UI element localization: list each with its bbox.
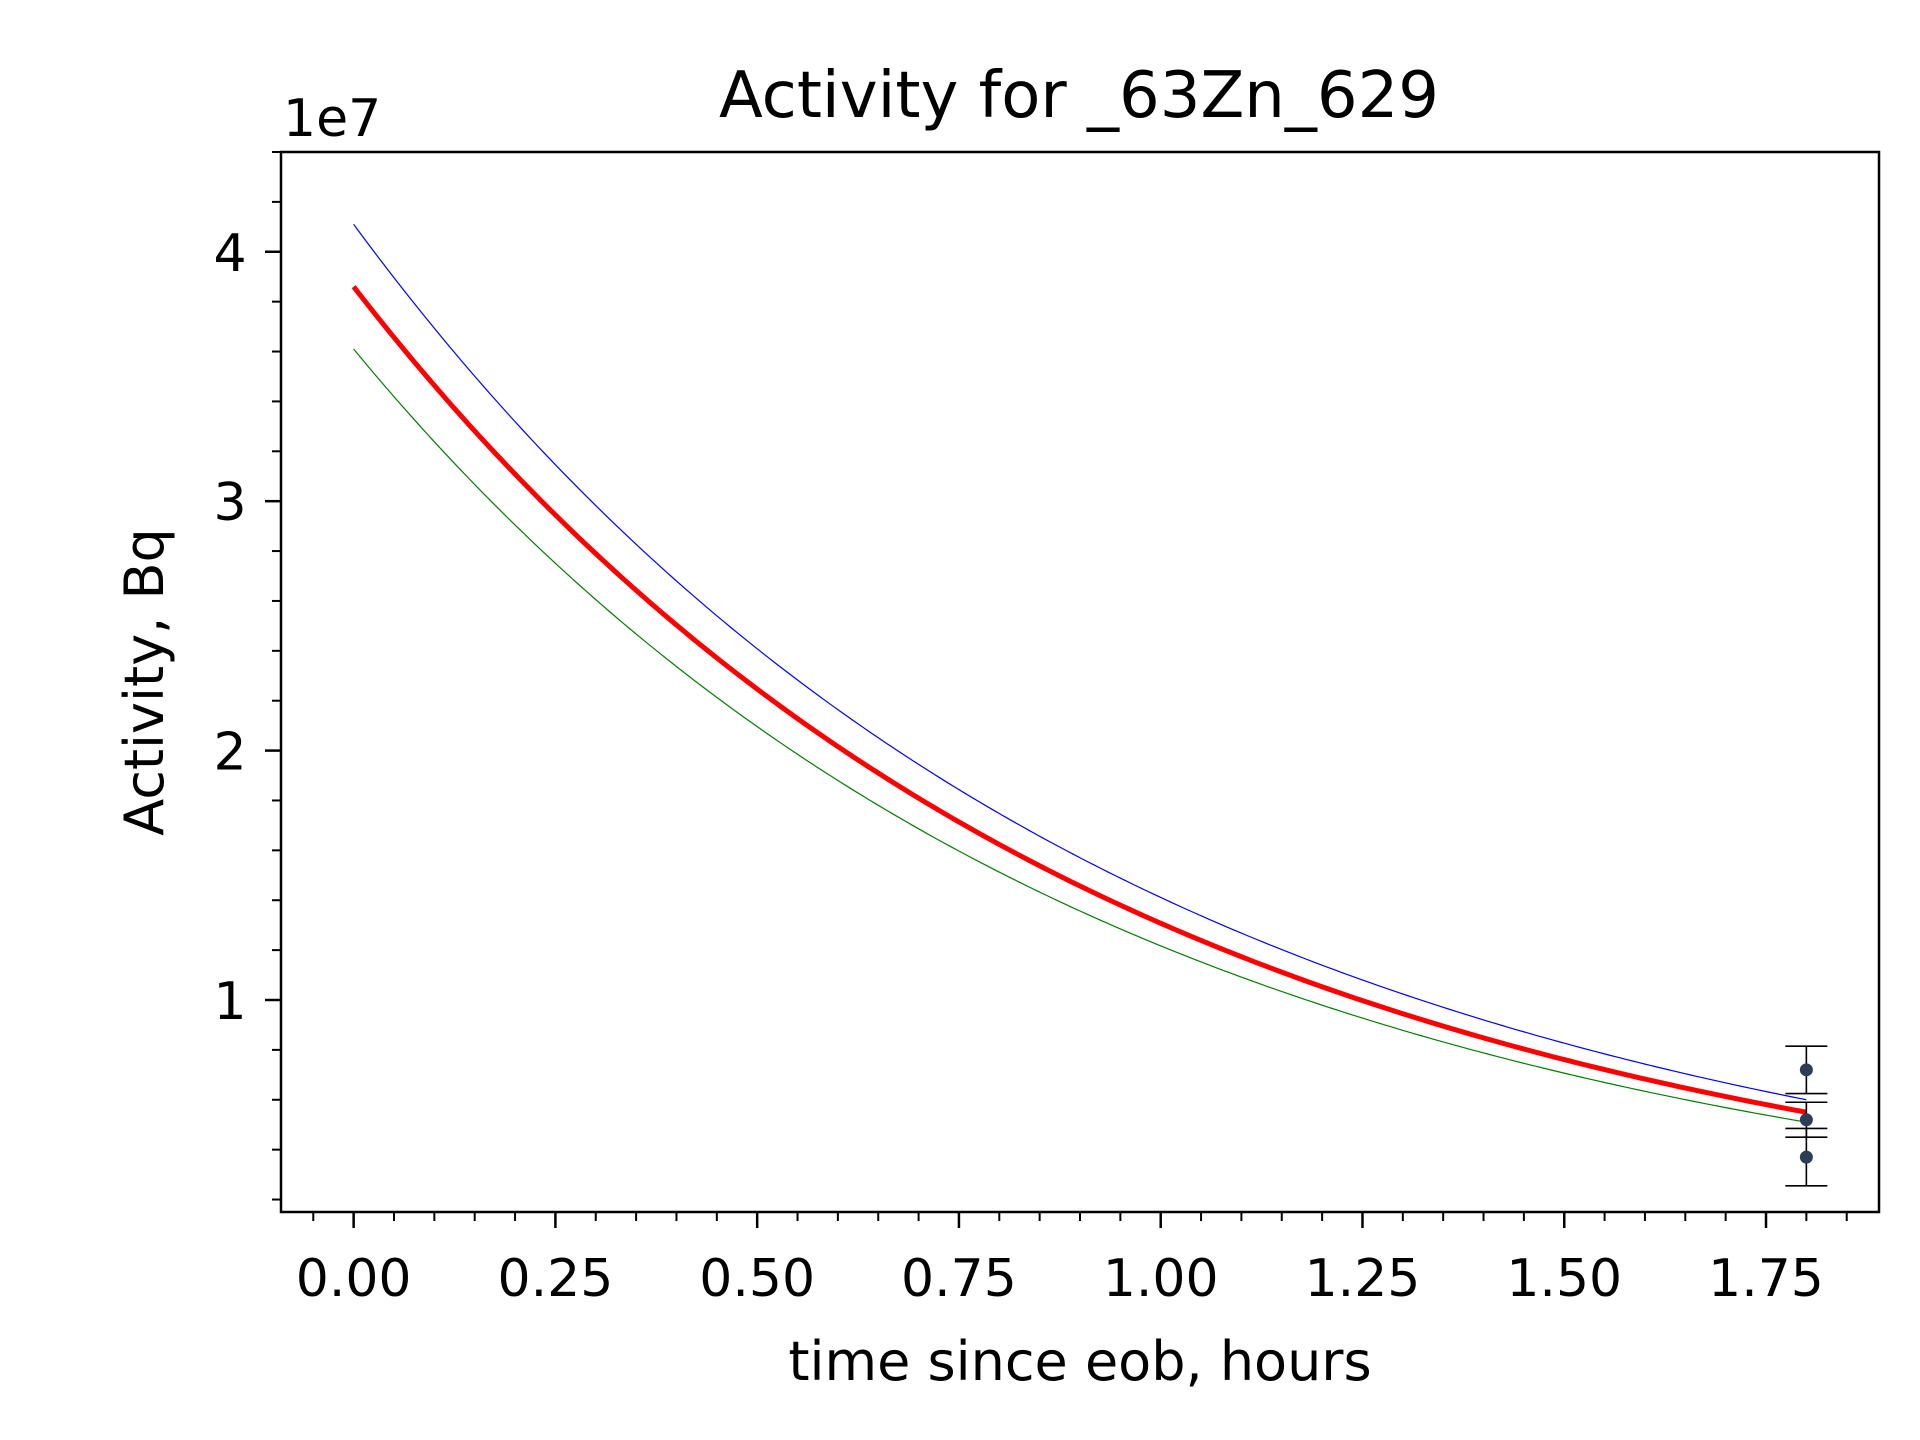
x-tick-label: 0.25	[498, 1249, 614, 1309]
data-point-2	[1799, 1113, 1813, 1127]
y-axis-label: Activity, Bq	[113, 528, 176, 836]
data-point-3	[1799, 1150, 1813, 1164]
y-tick-label: 1	[213, 972, 246, 1032]
plot-frame	[279, 150, 1881, 1214]
x-tick-label: 0.00	[296, 1249, 412, 1309]
x-axis: 0.00 0.25 0.50 0.75 1.00 1.25 1.50 1.75	[296, 1212, 1848, 1309]
x-tick-label: 1.75	[1708, 1249, 1824, 1309]
chart-title: Activity for _63Zn_629	[719, 59, 1439, 133]
x-tick-label: 0.75	[901, 1249, 1017, 1309]
y-tick-label: 3	[213, 473, 246, 533]
series-line-1	[353, 223, 1807, 1101]
y-tick-label: 2	[213, 723, 246, 783]
x-tick-label: 1.50	[1506, 1249, 1622, 1309]
y-axis: 1 2 3 4	[213, 151, 281, 1201]
x-axis-label: time since eob, hours	[788, 1330, 1371, 1393]
series-line-2	[351, 285, 1807, 1115]
series-line-3	[353, 348, 1807, 1123]
y-offset-label: 1e7	[283, 89, 381, 149]
x-tick-label: 1.00	[1103, 1249, 1219, 1309]
x-tick-label: 0.50	[699, 1249, 815, 1309]
x-tick-label: 1.25	[1305, 1249, 1421, 1309]
data-point-1	[1799, 1063, 1813, 1077]
plot-area	[351, 223, 1828, 1187]
y-tick-label: 4	[213, 224, 246, 284]
